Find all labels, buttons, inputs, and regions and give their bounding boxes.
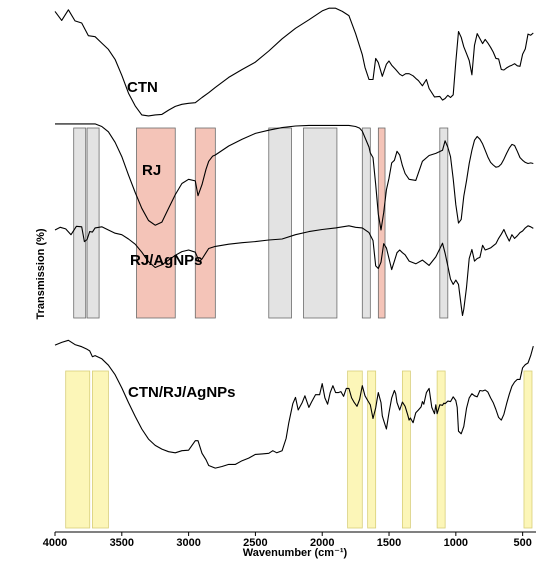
series-line-3 xyxy=(54,339,534,469)
gray-band-0 xyxy=(73,127,87,319)
x-tick-label-7: 500 xyxy=(513,537,531,549)
red-band-0 xyxy=(136,127,176,319)
yellow-band-4 xyxy=(401,370,411,529)
series-label-1: RJ xyxy=(142,162,161,179)
x-tick-label-4: 2000 xyxy=(310,537,334,549)
x-tick-label-0: 4000 xyxy=(43,537,67,549)
series-line-2 xyxy=(54,225,534,317)
yellow-band-3 xyxy=(367,370,377,529)
red-band-1 xyxy=(194,127,216,319)
x-tick-label-1: 3500 xyxy=(110,537,134,549)
x-tick-label-5: 1500 xyxy=(377,537,401,549)
yellow-band-1 xyxy=(92,370,109,529)
spectra xyxy=(54,7,534,469)
x-tick-label-6: 1000 xyxy=(444,537,468,549)
x-ticks: 4000 3500 3000 2500 2000 1500 1000 500 xyxy=(43,532,532,549)
gray-band-2 xyxy=(268,127,292,319)
x-axis-title: Wavenumber (cm⁻¹) xyxy=(243,547,348,559)
yellow-band-2 xyxy=(347,370,363,529)
gray-band-4 xyxy=(361,127,371,319)
yellow-band-0 xyxy=(65,370,91,529)
series-label-3: CTN/RJ/AgNPs xyxy=(128,384,236,401)
series-line-1 xyxy=(55,123,534,231)
series-labels: CTN RJ RJ/AgNPs CTN/RJ/AgNPs xyxy=(127,79,236,401)
yellow-band-6 xyxy=(523,370,533,529)
gray-band-1 xyxy=(86,127,100,319)
gray-band-5 xyxy=(439,127,449,319)
x-tick-label-3: 2500 xyxy=(243,537,267,549)
series-label-2: RJ/AgNPs xyxy=(130,252,203,269)
series-line-0 xyxy=(54,7,534,117)
x-tick-label-2: 3000 xyxy=(176,537,200,549)
series-label-0: CTN xyxy=(127,79,158,96)
yellow-band-5 xyxy=(436,370,446,529)
y-axis-title: Transmission (%) xyxy=(35,228,47,319)
highlight-bands xyxy=(65,127,533,529)
gray-band-3 xyxy=(303,127,338,319)
